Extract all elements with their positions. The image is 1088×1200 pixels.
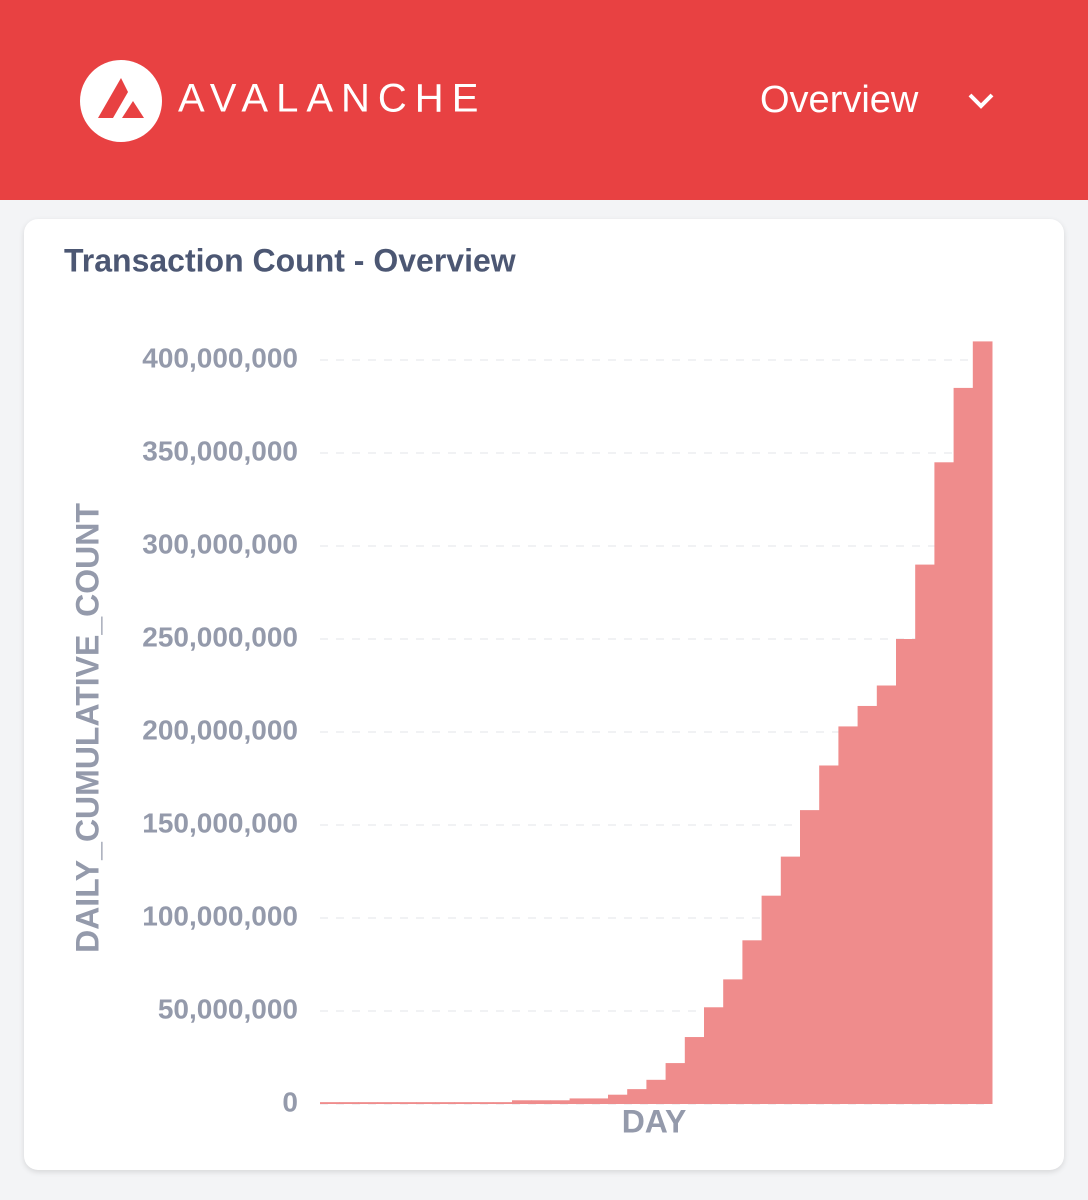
y-tick-label: 250,000,000 bbox=[142, 621, 298, 652]
chevron[interactable] bbox=[968, 93, 994, 109]
bar bbox=[876, 685, 897, 1104]
y-tick-label: 300,000,000 bbox=[142, 528, 298, 559]
menu[interactable]: Overview bbox=[760, 79, 919, 121]
logo-mark bbox=[122, 101, 144, 118]
bar bbox=[435, 1102, 455, 1104]
bar bbox=[627, 1089, 647, 1104]
chart-title: Transaction Count - Overview bbox=[64, 242, 516, 278]
bar bbox=[588, 1098, 609, 1104]
bar bbox=[665, 1063, 686, 1104]
bar bbox=[339, 1102, 359, 1104]
y-tick-label: 200,000,000 bbox=[142, 714, 298, 745]
header bbox=[0, 0, 1088, 200]
bar bbox=[704, 1007, 724, 1104]
bar bbox=[838, 726, 859, 1104]
y-axis-label: DAILY_CUMULATIVE_COUNT bbox=[69, 503, 105, 953]
bar bbox=[454, 1102, 475, 1104]
bar bbox=[723, 979, 743, 1104]
bar bbox=[492, 1102, 513, 1104]
bar bbox=[646, 1079, 667, 1104]
bar bbox=[915, 564, 935, 1104]
bar bbox=[742, 940, 763, 1104]
bar bbox=[896, 639, 916, 1104]
y-tick-label: 150,000,000 bbox=[142, 807, 298, 838]
y-tick-label: 0 bbox=[282, 1086, 298, 1117]
bar bbox=[569, 1098, 590, 1104]
bar bbox=[531, 1100, 551, 1104]
x-axis-label: DAY bbox=[622, 1103, 687, 1139]
bar bbox=[377, 1102, 398, 1104]
y-tick-label: 400,000,000 bbox=[142, 342, 298, 373]
logo-mark bbox=[98, 78, 128, 118]
bar bbox=[473, 1102, 494, 1104]
bar bbox=[396, 1102, 417, 1104]
y-tick-label: 350,000,000 bbox=[142, 435, 298, 466]
bar bbox=[550, 1100, 571, 1104]
bar bbox=[780, 856, 801, 1104]
bar bbox=[761, 895, 782, 1104]
y-tick-label: 100,000,000 bbox=[142, 900, 298, 931]
y-tick-label: 50,000,000 bbox=[158, 993, 298, 1024]
bar bbox=[608, 1094, 628, 1104]
bar bbox=[512, 1100, 532, 1104]
bar bbox=[800, 810, 820, 1104]
bar bbox=[953, 387, 974, 1104]
bar bbox=[819, 765, 839, 1104]
brand: AVALANCHE bbox=[178, 77, 486, 121]
bar bbox=[320, 1102, 340, 1104]
bar bbox=[857, 705, 878, 1104]
bar bbox=[972, 341, 993, 1104]
bar bbox=[358, 1102, 379, 1104]
bar bbox=[684, 1037, 705, 1104]
bar bbox=[934, 462, 955, 1104]
bar bbox=[416, 1102, 436, 1104]
